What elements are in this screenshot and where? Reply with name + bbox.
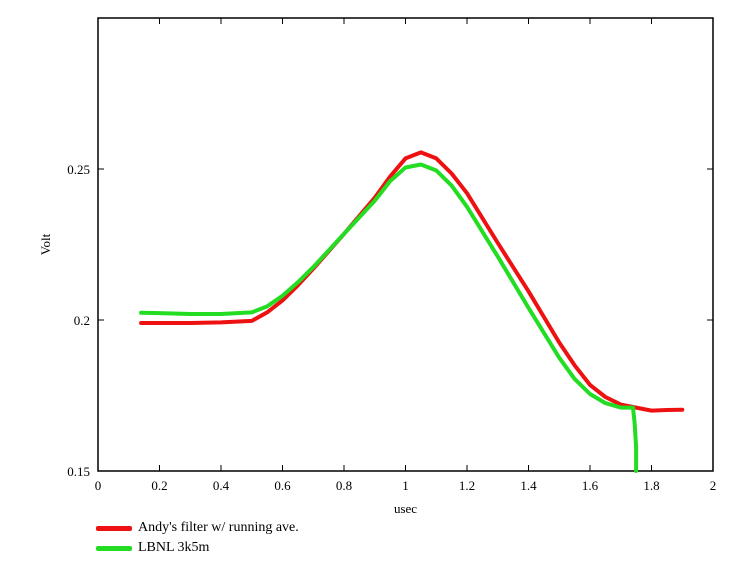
x-axis-label: usec xyxy=(394,501,417,516)
y-tick-label: 0.15 xyxy=(67,464,90,479)
legend-item-series-1: Andy's filter w/ running ave. xyxy=(96,518,299,538)
x-tick-label: 1 xyxy=(402,478,409,493)
legend-label: LBNL 3k5m xyxy=(138,540,210,555)
y-tick-label: 0.2 xyxy=(74,313,90,328)
series-lines xyxy=(139,150,685,473)
legend-item-series-2: LBNL 3k5m xyxy=(96,538,299,558)
legend-swatch-green xyxy=(96,545,132,551)
legend: Andy's filter w/ running ave. LBNL 3k5m xyxy=(96,518,299,558)
x-tick-label: 1.2 xyxy=(459,478,475,493)
x-tick-label: 0.6 xyxy=(274,478,291,493)
x-tick-label: 2 xyxy=(710,478,717,493)
x-tick-label: 0 xyxy=(95,478,102,493)
x-tick-label: 1.4 xyxy=(520,478,537,493)
legend-swatch-red xyxy=(96,525,132,531)
x-tick-label: 0.4 xyxy=(213,478,230,493)
axis-tick-labels: 0 0.2 0.4 0.6 0.8 1 1.2 1.4 1.6 1.8 2 0.15 0.2 0.25 xyxy=(67,162,716,493)
series-line-2 xyxy=(139,162,639,473)
x-tick-label: 0.8 xyxy=(336,478,352,493)
y-axis-label: Volt xyxy=(38,233,53,255)
legend-label: Andy's filter w/ running ave. xyxy=(138,520,299,535)
x-tick-label: 1.6 xyxy=(582,478,599,493)
x-tick-label: 0.2 xyxy=(151,478,167,493)
y-tick-label: 0.25 xyxy=(67,162,90,177)
series-line-1 xyxy=(139,150,685,413)
axis-ticks xyxy=(97,18,714,472)
x-tick-label: 1.8 xyxy=(643,478,659,493)
